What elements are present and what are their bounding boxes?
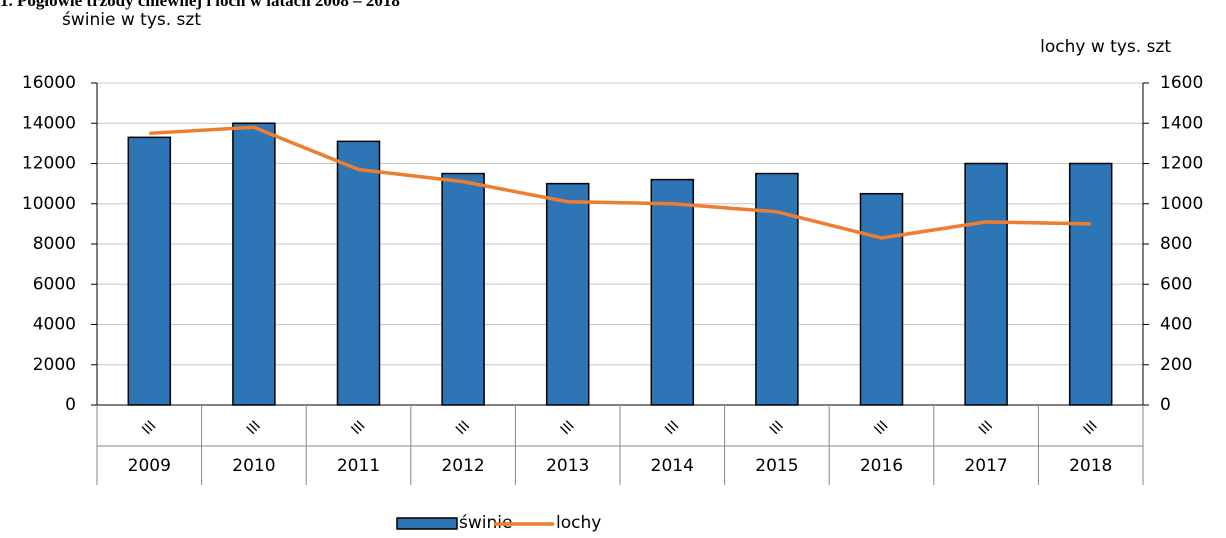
x-tick-label: 2009 (128, 456, 171, 476)
x-tick-label: 2017 (964, 456, 1007, 476)
bar (964, 162, 1008, 406)
period-label: III (558, 418, 578, 438)
period-label: III (244, 418, 264, 438)
bar (232, 122, 276, 406)
y2-tick-label: 200 (1160, 355, 1192, 375)
y2-tick-label: 1000 (1160, 194, 1203, 214)
period-label: III (662, 418, 682, 438)
period-label: III (976, 418, 996, 438)
x-tick-label: 2018 (1069, 456, 1112, 476)
period-label: III (139, 418, 159, 438)
period-label: III (1081, 418, 1101, 438)
bar (545, 182, 590, 406)
period-label: III (767, 418, 787, 438)
line (149, 125, 1091, 240)
y2-tick-label: 1400 (1160, 113, 1203, 133)
y2-tick-label: 1600 (1160, 73, 1203, 93)
bar (336, 140, 381, 406)
x-tick-label: 2011 (337, 456, 380, 476)
y-axis-label: świnie w tys. szt (62, 10, 201, 30)
x-tick-label: 2014 (651, 456, 694, 476)
period-label: III (453, 418, 473, 438)
bar (755, 172, 799, 406)
bar (441, 172, 485, 406)
y2-tick-label: 1200 (1160, 154, 1203, 174)
y2-tick-label: 0 (1160, 395, 1171, 415)
bar (859, 192, 904, 406)
x-tick-label: 2015 (755, 456, 798, 476)
legend-label: świnie (459, 513, 512, 533)
y-tick-label: 2000 (33, 355, 76, 375)
y2-tick-label: 600 (1160, 274, 1192, 294)
y-tick-label: 6000 (33, 274, 76, 294)
y-tick-label: 16000 (22, 73, 76, 93)
x-tick-label: 2010 (232, 456, 275, 476)
bar (127, 136, 172, 406)
y-tick-label: 0 (65, 395, 76, 415)
y-tick-label: 10000 (22, 194, 76, 214)
y2-tick-label: 400 (1160, 315, 1192, 335)
y-tick-label: 12000 (22, 154, 76, 174)
period-label: III (871, 418, 891, 438)
y2-axis-label: lochy w tys. szt (1040, 37, 1171, 57)
y2-tick-label: 800 (1160, 234, 1192, 254)
y-tick-label: 8000 (33, 234, 76, 254)
x-tick-label: 2012 (441, 456, 484, 476)
period-label: III (348, 418, 368, 438)
legend-label: lochy (556, 513, 601, 533)
y-tick-label: 14000 (22, 113, 76, 133)
legend-swatch (396, 517, 458, 530)
y-tick-label: 4000 (33, 315, 76, 335)
chart-title: 1. Pogłowie trzody chlewnej i loch w lat… (0, 0, 400, 10)
bar (650, 178, 695, 406)
x-tick-label: 2016 (860, 456, 903, 476)
bar (1068, 162, 1113, 406)
x-tick-label: 2013 (546, 456, 589, 476)
